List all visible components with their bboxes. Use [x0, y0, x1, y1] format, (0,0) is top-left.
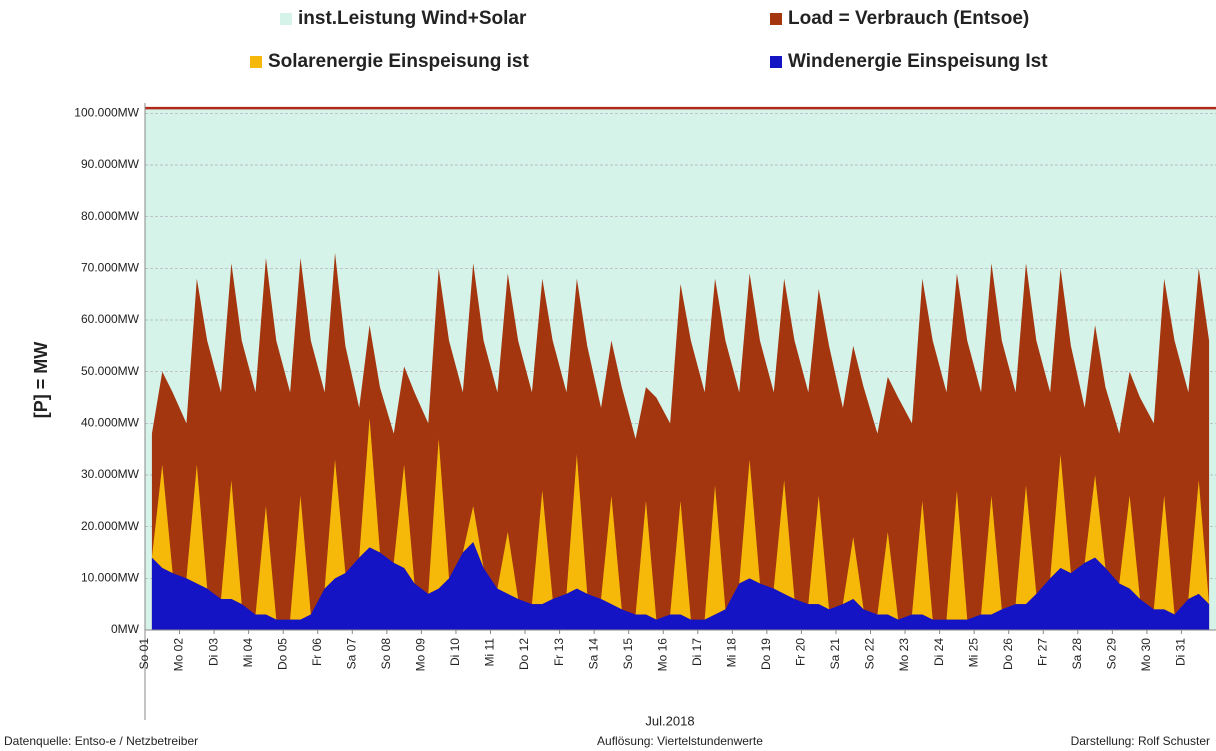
legend-label: Load = Verbrauch (Entsoe)	[788, 8, 1029, 29]
y-axis-label: [P] = MW	[31, 342, 51, 419]
x-tick-label: Mo 23	[897, 638, 911, 672]
legend-label: Windenergie Einspeisung Ist	[788, 51, 1048, 72]
x-tick-label: Sa 07	[344, 638, 358, 670]
x-tick-label: Sa 21	[828, 638, 842, 670]
x-tick-label: Fr 27	[1035, 638, 1049, 666]
x-axis-label: Jul.2018	[645, 713, 694, 728]
x-tick-label: Do 05	[275, 638, 289, 670]
footer: Datenquelle: Entso-e / Netzbetreiber	[4, 734, 198, 748]
x-tick-label: Sa 28	[1070, 638, 1084, 670]
legend-swatch	[770, 56, 782, 68]
x-tick-label: Fr 13	[552, 638, 566, 666]
x-tick-label: Mi 04	[241, 638, 255, 668]
x-tick-label: Do 26	[1001, 638, 1015, 670]
x-tick-label: Mo 30	[1139, 638, 1153, 672]
x-tick-label: Mo 16	[655, 638, 669, 672]
x-tick-label: So 08	[379, 638, 393, 670]
y-tick-label: 90.000MW	[81, 157, 140, 171]
legend-swatch	[250, 56, 262, 68]
x-tick-label: Di 10	[448, 638, 462, 666]
legend-swatch	[770, 13, 782, 25]
footer: Darstellung: Rolf Schuster	[1071, 734, 1210, 748]
footer: Auflösung: Viertelstundenwerte	[597, 734, 763, 748]
y-tick-label: 70.000MW	[81, 261, 140, 275]
x-tick-label: Fr 20	[794, 638, 808, 666]
x-tick-label: So 15	[621, 638, 635, 670]
x-tick-label: So 22	[863, 638, 877, 670]
wind-area	[151, 542, 1210, 630]
y-tick-label: 30.000MW	[81, 467, 140, 481]
y-tick-label: 0MW	[111, 622, 140, 636]
x-tick-label: Do 12	[517, 638, 531, 670]
x-tick-label: So 01	[137, 638, 151, 670]
x-tick-label: Do 19	[759, 638, 773, 670]
legend-swatch	[280, 13, 292, 25]
x-tick-label: Di 17	[690, 638, 704, 666]
y-tick-label: 20.000MW	[81, 519, 140, 533]
y-tick-label: 40.000MW	[81, 416, 140, 430]
x-tick-label: Mi 18	[724, 638, 738, 668]
y-tick-label: 100.000MW	[74, 106, 139, 120]
x-tick-label: Di 24	[932, 638, 946, 666]
x-tick-label: Sa 14	[586, 638, 600, 670]
x-tick-label: So 29	[1105, 638, 1119, 670]
y-tick-label: 10.000MW	[81, 571, 140, 585]
load-area	[151, 252, 1210, 631]
legend-label: Solarenergie Einspeisung ist	[268, 51, 529, 72]
x-tick-label: Mo 02	[172, 638, 186, 672]
y-tick-label: 80.000MW	[81, 209, 140, 223]
solar-area	[151, 418, 1210, 620]
x-tick-label: Mi 11	[483, 638, 497, 667]
x-tick-label: Di 31	[1174, 638, 1188, 666]
y-tick-label: 60.000MW	[81, 312, 140, 326]
y-tick-label: 50.000MW	[81, 364, 140, 378]
x-tick-label: Mi 25	[966, 638, 980, 668]
x-tick-label: Mo 09	[414, 638, 428, 672]
x-tick-label: Di 03	[206, 638, 220, 666]
legend-label: inst.Leistung Wind+Solar	[298, 8, 527, 29]
x-tick-label: Fr 06	[310, 638, 324, 666]
